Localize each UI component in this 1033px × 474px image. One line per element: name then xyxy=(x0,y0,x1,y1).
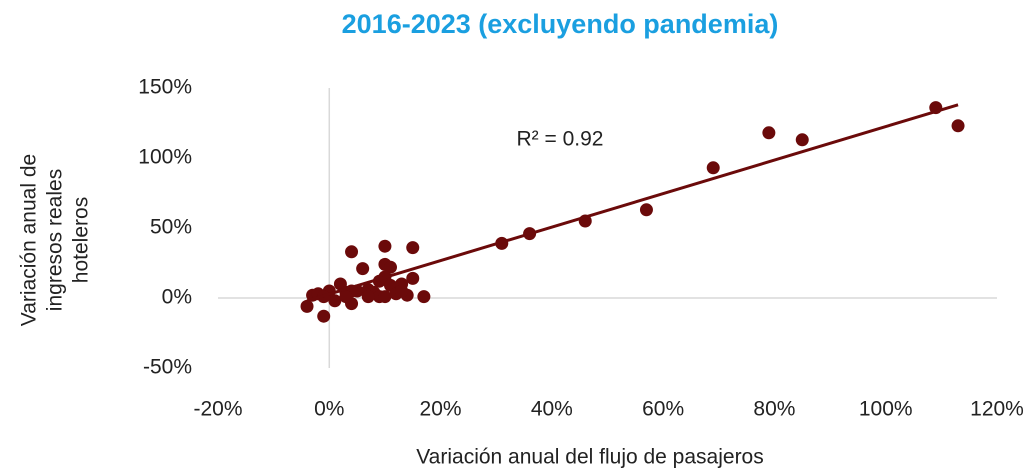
y-tick-label: 0% xyxy=(162,286,192,309)
annotation: R² = 0.92 xyxy=(517,128,604,151)
x-tick-label: -20% xyxy=(193,398,242,421)
x-tick-label: 60% xyxy=(642,398,684,421)
y-tick-label: 50% xyxy=(150,216,192,239)
point xyxy=(339,290,353,304)
x-tick-label: 20% xyxy=(420,398,462,421)
x-tick-label: 0% xyxy=(314,398,344,421)
y-axis-label-line: ingresos reales xyxy=(44,169,67,311)
y-axis-label: Variación anual de ingresos reales hotel… xyxy=(18,154,93,326)
point xyxy=(361,290,375,304)
x-tick-label: 100% xyxy=(859,398,913,421)
point xyxy=(762,126,776,140)
point xyxy=(406,241,420,255)
point xyxy=(317,309,331,323)
chart-title: 2016-2023 (excluyendo pandemia) xyxy=(342,9,779,39)
point xyxy=(378,239,392,253)
x-tick-label: 120% xyxy=(970,398,1024,421)
y-axis-label-line: Variación anual de xyxy=(18,154,41,326)
point xyxy=(328,294,342,308)
point xyxy=(795,133,809,147)
y-tick-label: 100% xyxy=(138,146,192,169)
point xyxy=(345,245,359,259)
y-axis-label-line: hoteleros xyxy=(70,197,93,283)
point xyxy=(406,271,420,285)
point xyxy=(356,262,370,276)
point xyxy=(951,119,965,133)
point xyxy=(639,203,653,217)
point xyxy=(417,290,431,304)
point xyxy=(378,290,392,304)
x-axis-label: Variación anual del flujo de pasajeros xyxy=(416,446,764,469)
trendline xyxy=(306,103,959,303)
y-tick-label: 150% xyxy=(138,76,192,99)
x-tick-label: 80% xyxy=(753,398,795,421)
point xyxy=(300,299,314,313)
point xyxy=(706,161,720,175)
point xyxy=(383,260,397,274)
x-tick-label: 40% xyxy=(531,398,573,421)
point xyxy=(395,284,409,298)
y-tick-label: -50% xyxy=(143,356,192,379)
